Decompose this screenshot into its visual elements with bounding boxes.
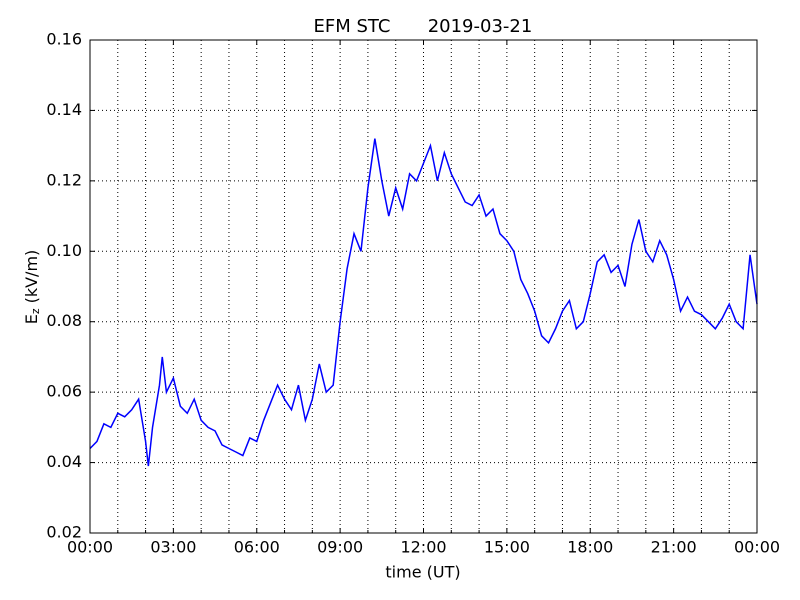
x-tick-label: 21:00	[651, 538, 697, 557]
y-axis-label: Ez (kV/m)	[22, 250, 43, 325]
y-label-unit: (kV/m)	[22, 250, 41, 304]
y-tick-label: 0.10	[46, 241, 82, 260]
x-tick-label: 06:00	[234, 538, 280, 557]
x-tick-label: 18:00	[567, 538, 613, 557]
x-tick-label: 00:00	[67, 538, 113, 557]
plot-frame	[89, 39, 758, 534]
y-tick-label: 0.04	[46, 452, 82, 471]
x-tick-label: 12:00	[400, 538, 446, 557]
x-axis-label: time (UT)	[385, 563, 460, 582]
y-tick-label: 0.14	[46, 100, 82, 119]
chart-date: 2019-03-21	[428, 16, 533, 37]
x-tick-label: 15:00	[484, 538, 530, 557]
x-tick-label: 03:00	[150, 538, 196, 557]
y-tick-label: 0.02	[46, 523, 82, 542]
y-tick-label: 0.12	[46, 170, 82, 189]
chart-title: EFM STC	[314, 16, 391, 37]
y-tick-label: 0.16	[46, 30, 82, 49]
y-tick-label: 0.06	[46, 382, 82, 401]
x-tick-label: 09:00	[317, 538, 363, 557]
y-label-main: E	[22, 314, 41, 324]
x-tick-label: 00:00	[734, 538, 780, 557]
y-label-sub: z	[29, 308, 42, 314]
y-tick-label: 0.08	[46, 311, 82, 330]
data-line	[89, 138, 758, 467]
